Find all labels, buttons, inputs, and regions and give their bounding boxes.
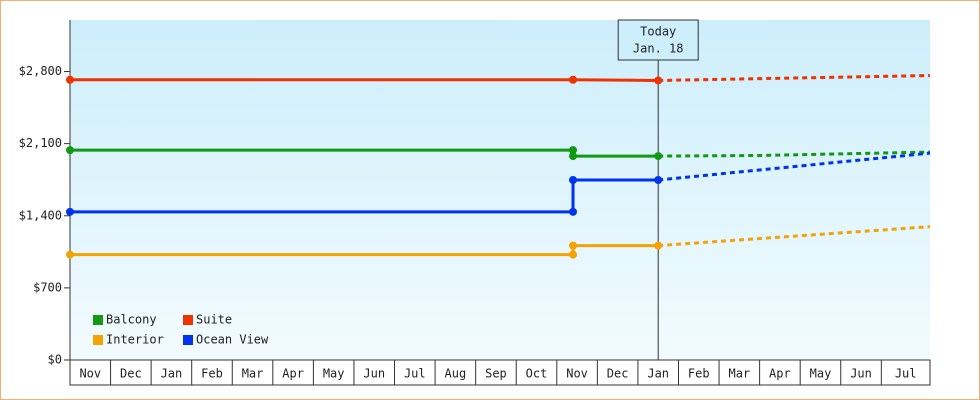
point bbox=[569, 146, 578, 155]
today-box bbox=[617, 19, 699, 61]
x-tick-label: Jun bbox=[850, 367, 872, 381]
forecast-line bbox=[658, 150, 931, 158]
legend-label: Interior bbox=[106, 333, 164, 347]
y-tick-label: $700 bbox=[33, 280, 62, 294]
point bbox=[569, 207, 578, 216]
point bbox=[654, 152, 663, 161]
x-tick-label: Jun bbox=[363, 367, 385, 381]
x-tick-label: Aug bbox=[445, 367, 467, 381]
today-label: Today bbox=[640, 25, 676, 39]
x-tick-label: Feb bbox=[201, 367, 223, 381]
x-tick-label: Jan bbox=[647, 367, 669, 381]
point bbox=[66, 75, 74, 84]
x-tick-label: Apr bbox=[769, 367, 791, 381]
point bbox=[569, 176, 578, 185]
legend-swatch bbox=[183, 335, 193, 345]
point bbox=[654, 176, 663, 185]
legend-label: Suite bbox=[196, 313, 232, 327]
point bbox=[66, 250, 74, 259]
point bbox=[654, 241, 663, 250]
x-tick-label: Sep bbox=[485, 367, 507, 381]
x-tick-label: Mar bbox=[728, 367, 750, 381]
y-tick-label: $2,100 bbox=[19, 136, 62, 150]
x-tick-label: May bbox=[323, 367, 345, 381]
x-tick-label: Jan bbox=[161, 367, 183, 381]
x-tick-label: May bbox=[810, 367, 832, 381]
series-line bbox=[70, 244, 659, 257]
today-label: Jan. 18 bbox=[633, 42, 684, 56]
forecast-line bbox=[658, 225, 931, 248]
x-tick-label: Nov bbox=[566, 367, 588, 381]
legend-swatch bbox=[183, 315, 193, 325]
x-tick-label: Feb bbox=[688, 367, 710, 381]
x-tick-label: Jul bbox=[895, 367, 917, 381]
x-tick-label: Apr bbox=[282, 367, 304, 381]
point bbox=[654, 76, 663, 85]
point bbox=[569, 75, 578, 84]
y-tick-label: $1,400 bbox=[19, 208, 62, 222]
x-tick-label: Jul bbox=[404, 367, 426, 381]
x-axis-band bbox=[69, 359, 931, 386]
y-tick-label: $2,800 bbox=[19, 64, 62, 78]
point bbox=[66, 207, 74, 216]
point bbox=[66, 146, 74, 155]
legend-label: Ocean View bbox=[196, 333, 269, 347]
series-line bbox=[70, 178, 659, 214]
x-tick-label: Dec bbox=[120, 367, 142, 381]
point bbox=[569, 152, 578, 161]
legend-label: Balcony bbox=[106, 313, 157, 327]
x-tick-label: Nov bbox=[79, 367, 101, 381]
x-tick-label: Oct bbox=[526, 367, 548, 381]
x-tick-label: Mar bbox=[242, 367, 264, 381]
plot-area bbox=[70, 20, 930, 360]
legend-swatch bbox=[93, 315, 103, 325]
y-tick-label: $0 bbox=[48, 353, 62, 367]
point bbox=[569, 250, 578, 259]
x-tick-label: Dec bbox=[607, 367, 629, 381]
forecast-line bbox=[658, 151, 931, 182]
forecast-line bbox=[658, 74, 931, 82]
legend-swatch bbox=[93, 335, 103, 345]
point bbox=[569, 241, 578, 250]
